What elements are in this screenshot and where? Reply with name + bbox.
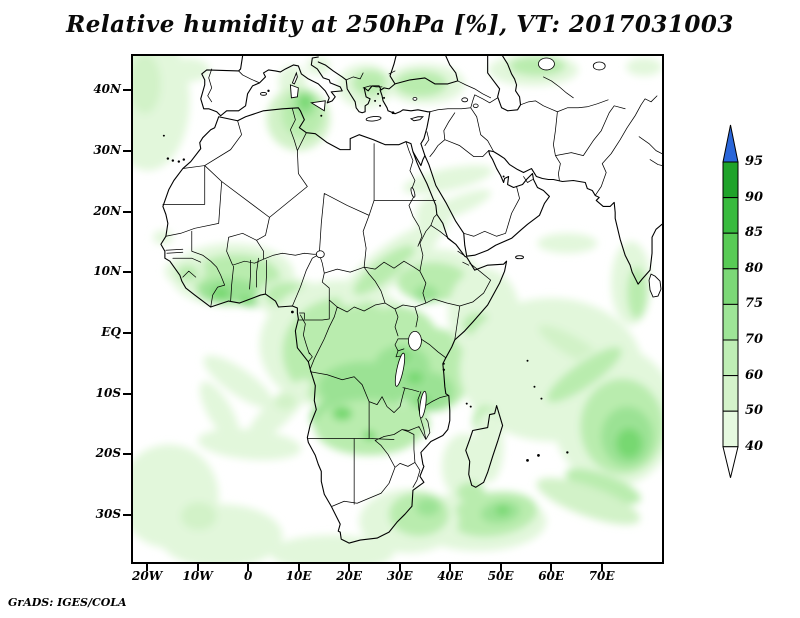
lat-tick (123, 210, 131, 213)
colorbar-segment (722, 232, 739, 270)
colorbar-label: 95 (745, 154, 764, 169)
grads-credit: GrADS: IGES/COLA (8, 596, 127, 609)
lat-tick-label: 30N (93, 142, 121, 157)
lon-tick (499, 564, 502, 571)
lat-tick-label: 20N (93, 203, 121, 218)
lat-tick-label: EQ (101, 325, 121, 339)
lon-tick-label: 40E (437, 569, 464, 583)
lon-tick-label: 20W (132, 569, 163, 583)
lon-tick (297, 564, 300, 571)
colorbar: 95 90 85 80 75 70 60 50 40 (720, 124, 795, 484)
lon-tick-label: 70E (588, 569, 615, 583)
country-borders (162, 68, 662, 507)
lat-tick-label: 20S (95, 446, 121, 461)
lon-tick-label: 10E (285, 569, 312, 583)
lon-tick (348, 564, 351, 571)
chart-title: Relative humidity at 250hPa [%], VT: 201… (66, 11, 734, 38)
lat-tick-label: 30S (95, 507, 121, 522)
colorbar-label: 50 (745, 403, 764, 419)
lon-tick-label: 10W (182, 569, 213, 583)
colorbar-label: 85 (745, 225, 764, 241)
lon-tick (146, 564, 149, 571)
colorbar-label: 90 (745, 189, 764, 205)
lon-tick (550, 564, 553, 571)
colorbar-segment (722, 410, 739, 448)
lon-tick-label: 0 (243, 569, 253, 583)
lon-tick-label: 30E (386, 569, 413, 583)
lon-tick (196, 564, 199, 571)
humidity-shading (133, 56, 662, 562)
lat-tick (123, 453, 131, 456)
colorbar-segment (722, 268, 739, 305)
map-plot-area (131, 54, 664, 564)
colorbar-svg (722, 124, 739, 478)
lat-tick (123, 271, 131, 274)
lon-tick-label: 50E (487, 569, 514, 583)
colorbar-segment (722, 339, 739, 377)
colorbar-label: 70 (745, 332, 764, 347)
lat-tick (123, 514, 131, 517)
colorbar-label: 80 (745, 260, 764, 276)
lon-tick (247, 564, 250, 571)
colorbar-label: 60 (745, 367, 764, 383)
colorbar-segment (722, 197, 739, 234)
colorbar-up-arrow (722, 124, 739, 163)
lon-tick (449, 564, 452, 571)
lakes (315, 57, 606, 419)
lat-tick (123, 332, 131, 334)
lat-tick-label: 10S (95, 385, 121, 400)
lat-tick-label: 10N (93, 264, 121, 279)
lon-tick (600, 564, 603, 571)
colorbar-segment (722, 375, 739, 412)
lat-tick (123, 149, 131, 152)
colorbar-label: 40 (745, 438, 764, 454)
africa-map-svg (133, 56, 662, 562)
colorbar-segment (722, 303, 739, 341)
coastlines (160, 56, 662, 544)
lon-tick-label: 60E (538, 569, 565, 583)
lat-tick-label: 40N (93, 82, 121, 97)
colorbar-segment (722, 161, 739, 199)
lon-tick (398, 564, 401, 571)
colorbar-label: 75 (745, 296, 764, 312)
lat-tick (123, 392, 131, 395)
lat-tick (123, 89, 131, 92)
lon-tick-label: 20E (336, 569, 363, 583)
colorbar-down-arrow (722, 446, 739, 478)
small-islands (162, 89, 569, 462)
